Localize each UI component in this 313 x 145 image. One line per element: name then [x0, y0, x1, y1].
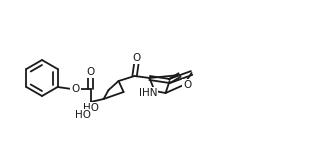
Text: HN: HN [142, 88, 157, 98]
Text: O: O [86, 67, 95, 77]
Text: HO: HO [83, 103, 99, 113]
Text: O: O [132, 53, 141, 63]
Text: O: O [183, 80, 192, 90]
Text: O: O [71, 84, 80, 94]
Text: HO: HO [74, 110, 90, 120]
Text: HN: HN [139, 88, 154, 98]
